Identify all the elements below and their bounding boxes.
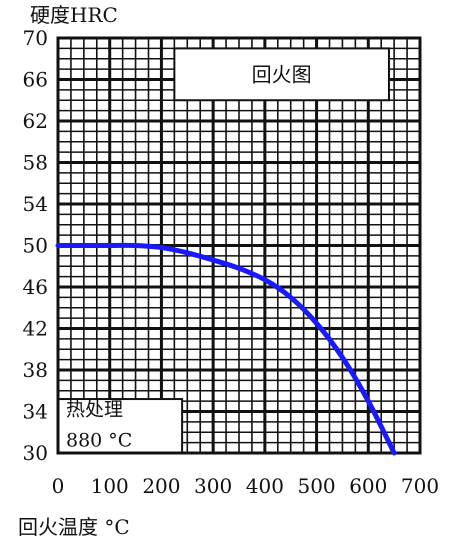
y-tick-labels: 30 34 38 42 46 50 54 58 62 66 70: [23, 26, 48, 465]
y-tick-label: 62: [23, 109, 48, 133]
series-layer: [55, 242, 397, 456]
annotation-temperature: 880 °C: [66, 429, 132, 451]
chart-title: 回火图: [252, 62, 312, 86]
x-tick-label: 100: [91, 474, 129, 498]
y-tick-label: 46: [23, 275, 48, 299]
annotation-heat-treatment: 热处理: [66, 398, 123, 420]
y-tick-label: 70: [23, 26, 48, 50]
y-tick-label: 34: [23, 400, 48, 424]
y-tick-label: 42: [23, 317, 48, 341]
x-tick-label: 200: [142, 474, 180, 498]
annotation-box: [57, 398, 184, 454]
x-tick-label: 500: [297, 474, 335, 498]
y-axis-label: 硬度HRC: [30, 3, 118, 27]
chart-grid: [56, 36, 422, 455]
y-tick-label: 54: [23, 192, 48, 216]
y-tick-label: 50: [23, 234, 48, 258]
x-tick-labels: 0 100 200 300 400 500 600 700: [52, 474, 439, 498]
y-tick-label: 30: [23, 441, 48, 465]
x-tick-label: 300: [194, 474, 232, 498]
x-tick-label: 600: [349, 474, 387, 498]
series-line-0: [55, 242, 397, 456]
title-box: [173, 47, 390, 102]
x-tick-label: 700: [401, 474, 439, 498]
x-axis-label: 回火温度 °C: [18, 515, 130, 539]
x-tick-label: 0: [52, 474, 65, 498]
y-tick-label: 58: [23, 151, 48, 175]
x-tick-label: 400: [246, 474, 284, 498]
y-tick-label: 38: [23, 358, 48, 382]
y-tick-label: 66: [23, 68, 48, 92]
